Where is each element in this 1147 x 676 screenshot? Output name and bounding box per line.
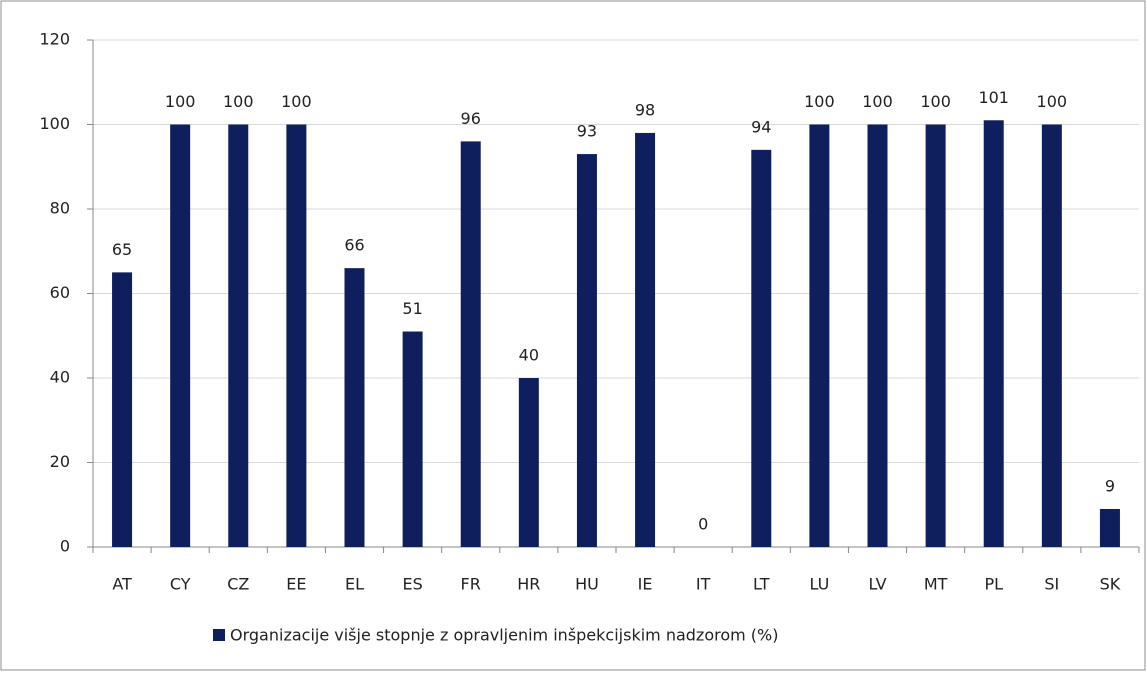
x-tick-label: HU — [575, 575, 599, 594]
bar — [518, 378, 539, 547]
data-label: 9 — [1105, 476, 1115, 495]
legend-label: Organizacije višje stopnje z opravljenim… — [230, 626, 778, 645]
x-tick-label: LT — [753, 575, 770, 594]
y-tick-label: 120 — [39, 30, 70, 49]
y-tick-label: 20 — [50, 452, 70, 471]
x-tick-label: EE — [286, 575, 306, 594]
x-tick-label: EL — [345, 575, 364, 594]
bar — [228, 124, 249, 547]
data-label: 65 — [112, 240, 132, 259]
y-tick-label: 60 — [50, 283, 70, 302]
x-tick-label: CZ — [227, 575, 249, 594]
bar — [635, 132, 656, 547]
x-tick-label: CY — [170, 575, 191, 594]
x-tick-label: LV — [868, 575, 886, 594]
bar — [1041, 124, 1062, 547]
bar — [983, 120, 1004, 548]
legend-swatch — [213, 629, 225, 641]
bar — [286, 124, 307, 547]
data-label: 93 — [577, 122, 597, 141]
x-tick-label: IE — [638, 575, 653, 594]
data-label: 100 — [920, 92, 951, 111]
data-label: 40 — [519, 346, 539, 365]
data-label: 100 — [281, 92, 312, 111]
x-tick-label: LU — [809, 575, 829, 594]
x-tick-label: MT — [924, 575, 948, 594]
data-label: 0 — [698, 515, 708, 534]
data-label: 51 — [402, 299, 422, 318]
y-tick-label: 100 — [39, 114, 70, 133]
data-label: 100 — [1037, 92, 1068, 111]
y-tick-label: 40 — [50, 368, 70, 387]
bar — [576, 154, 597, 547]
x-tick-label: AT — [112, 575, 132, 594]
bar — [751, 149, 772, 547]
data-label: 101 — [978, 88, 1009, 107]
bar — [460, 141, 481, 547]
data-label: 100 — [223, 92, 254, 111]
bar — [170, 124, 191, 547]
x-tick-label: ES — [402, 575, 422, 594]
data-label: 66 — [344, 236, 364, 255]
x-tick-label: IT — [696, 575, 711, 594]
bar — [1099, 508, 1120, 547]
bar — [925, 124, 946, 547]
bar — [344, 268, 365, 547]
data-label: 96 — [461, 109, 481, 128]
y-tick-label: 0 — [60, 537, 70, 556]
data-label: 100 — [862, 92, 893, 111]
y-tick-label: 80 — [50, 199, 70, 218]
x-tick-label: PL — [984, 575, 1003, 594]
data-label: 98 — [635, 100, 655, 119]
data-label: 94 — [751, 117, 771, 136]
bar — [112, 272, 133, 547]
data-label: 100 — [804, 92, 835, 111]
x-tick-label: FR — [461, 575, 481, 594]
x-tick-label: HR — [517, 575, 540, 594]
x-tick-label: SI — [1044, 575, 1059, 594]
x-tick-label: SK — [1100, 575, 1121, 594]
bar — [402, 331, 423, 547]
data-label: 100 — [165, 92, 196, 111]
bar — [809, 124, 830, 547]
bar — [867, 124, 888, 547]
